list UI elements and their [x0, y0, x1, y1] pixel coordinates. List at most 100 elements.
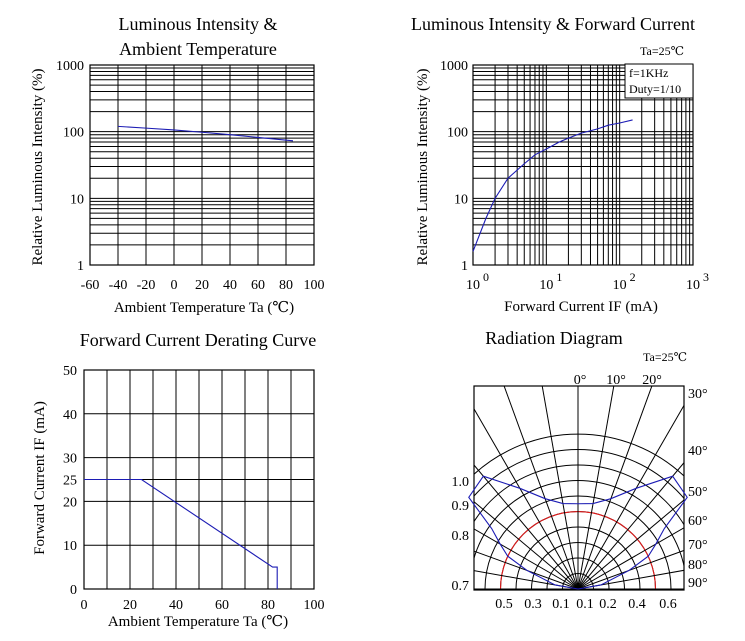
- chart2-condition-box: [624, 63, 694, 99]
- chart1-xtick-label: 60: [251, 278, 265, 293]
- chart2-box-line2: Duty=1/10: [629, 82, 681, 96]
- chart4-radius-label-bottom: 0.1: [576, 597, 594, 612]
- chart-derating: Forward Current Derating Curve 0 20 40 60 80…: [32, 330, 325, 630]
- chart4-angle-label-right: 80°: [688, 558, 708, 573]
- chart-radiation: Radiation Diagram Ta=25℃ 0° 10° 20° 30° 40° 5…: [452, 328, 708, 612]
- chart3-x-label: Ambient Temperature Ta (℃): [108, 614, 288, 630]
- chart4-spoke: [474, 570, 579, 590]
- chart4-labels: 0° 10° 20° 30° 40° 50° 60° 70° 80° 90° 1.0 0.9 0.8 0.…: [452, 373, 708, 612]
- chart1-title-line2: Ambient Temperature: [119, 39, 277, 59]
- chart4-grid-clipped: [474, 386, 684, 590]
- chart2-condition: Ta=25℃: [640, 44, 684, 58]
- chart2-frame: [472, 64, 694, 266]
- chart2-xtick-label: 10: [613, 278, 627, 293]
- chart3-xtick-label: 0: [81, 598, 88, 613]
- chart2-title: Luminous Intensity & Forward Current: [411, 14, 695, 34]
- chart1-ytick-label: 100: [63, 126, 84, 141]
- chart1-ytick-label: 10: [70, 192, 84, 207]
- chart1-x-label: Ambient Temperature Ta (℃): [114, 300, 294, 316]
- chart2-ytick-label: 10: [454, 192, 468, 207]
- chart4-angle-label-right: 60°: [688, 514, 708, 529]
- chart2-xtick-label: 10: [466, 278, 480, 293]
- chart4-radius-label-left: 0.7: [452, 579, 470, 594]
- chart2-ytick-label: 100: [447, 126, 468, 141]
- chart4-angle-label-right: 30°: [688, 387, 708, 402]
- chart2-xtick-exponent: 2: [630, 270, 636, 284]
- chart2-x-label: Forward Current IF (mA): [504, 299, 658, 315]
- chart3-y-label: Forward Current IF (mA): [32, 401, 48, 555]
- chart2-xtick-exponent: 0: [483, 270, 489, 284]
- chart3-x-ticks: 0 20 40 60 80 100: [81, 598, 325, 613]
- chart2-xtick-exponent: 1: [556, 270, 562, 284]
- chart4-frame: [473, 385, 685, 591]
- chart4-spoke: [577, 569, 684, 590]
- chart4-angle-label-top: 10°: [606, 373, 626, 388]
- chart4-angle-label-right: 70°: [688, 538, 708, 553]
- chart1-frame: [89, 64, 315, 266]
- chart3-xtick-label: 100: [304, 598, 325, 613]
- chart4-spoke: [577, 386, 653, 590]
- chart4-spoke: [577, 527, 684, 590]
- chart3-xtick-label: 60: [215, 598, 229, 613]
- chart4-radius-label-bottom: 0.4: [628, 597, 646, 612]
- chart2-series-intensity: [472, 119, 633, 252]
- chart2-y-ticks: 1 10 100 1000: [440, 59, 468, 274]
- chart4-radius-label-bottom: 0.5: [495, 597, 513, 612]
- chart2-xtick-label: 10: [539, 278, 553, 293]
- chart2-grid: [472, 64, 694, 266]
- chart3-series-max-if: [84, 478, 278, 589]
- chart3-y-ticks: 0 10 20 25 30 40 50: [63, 364, 77, 598]
- chart3-ytick-label: 0: [70, 583, 77, 598]
- chart-temp-intensity: Luminous Intensity & Ambient Temperature…: [30, 14, 325, 316]
- chart2-xtick-label: 10: [686, 278, 700, 293]
- chart4-spoke: [577, 386, 615, 590]
- chart4-radius-label-left: 0.8: [452, 529, 470, 544]
- chart4-radius-label-bottom: 0.2: [599, 597, 617, 612]
- chart4-spoke: [541, 386, 579, 590]
- chart1-xtick-label: 0: [171, 278, 178, 293]
- chart1-title-line1: Luminous Intensity &: [119, 14, 278, 34]
- chart1-xtick-label: 40: [223, 278, 237, 293]
- chart3-ytick-label: 40: [63, 408, 77, 423]
- chart3-xtick-label: 20: [123, 598, 137, 613]
- chart4-polar-grid: [473, 385, 685, 591]
- chart3-ytick-label: 50: [63, 364, 77, 379]
- chart1-ytick-label: 1: [77, 259, 84, 274]
- chart1-xtick-label: -40: [109, 278, 128, 293]
- chart3-ytick-label: 20: [63, 495, 77, 510]
- chart3-ytick-label: 25: [63, 474, 77, 489]
- chart4-radius-label-bottom: 0.6: [659, 597, 677, 612]
- chart1-xtick-label: -20: [137, 278, 156, 293]
- chart3-xtick-label: 80: [261, 598, 275, 613]
- chart2-y-label: Relative Luminous Intensity (%): [415, 68, 431, 265]
- chart3-title: Forward Current Derating Curve: [80, 330, 316, 350]
- chart4-series-radiation: [468, 475, 688, 590]
- chart2-ytick-label: 1: [461, 259, 468, 274]
- chart1-xtick-label: 100: [304, 278, 325, 293]
- chart4-spoke: [503, 386, 579, 590]
- chart2-xtick-exponent: 3: [703, 270, 709, 284]
- chart1-xtick-label: 20: [195, 278, 209, 293]
- chart4-angle-label-top: 0°: [574, 373, 587, 388]
- chart4-radius-label-bottom: 0.1: [552, 597, 570, 612]
- chart4-radius-label-left: 1.0: [452, 475, 470, 490]
- chart4-spoke: [474, 407, 579, 590]
- chart1-xtick-label: 80: [279, 278, 293, 293]
- chart4-spoke: [577, 404, 684, 590]
- chart4-radius-label-left: 0.9: [452, 499, 470, 514]
- chart4-angle-label-right: 90°: [688, 576, 708, 591]
- chart3-xtick-label: 40: [169, 598, 183, 613]
- chart4-spoke: [474, 501, 579, 590]
- chart3-ytick-label: 10: [63, 539, 77, 554]
- chart4-radius-label-bottom: 0.3: [524, 597, 542, 612]
- chart1-xtick-label: -60: [81, 278, 100, 293]
- chart4-title: Radiation Diagram: [485, 328, 622, 348]
- chart1-grid: [89, 64, 315, 266]
- chart4-spoke: [577, 499, 684, 590]
- chart-current-intensity: Luminous Intensity & Forward Current Ta=…: [411, 14, 709, 315]
- chart4-spoke: [474, 550, 579, 590]
- chart4-spoke: [474, 528, 579, 590]
- chart4-spoke: [474, 464, 579, 590]
